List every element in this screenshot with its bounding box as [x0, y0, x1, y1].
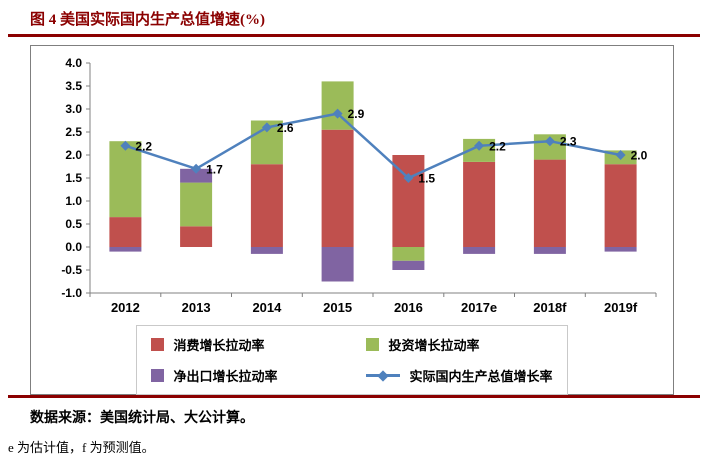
svg-text:2016: 2016 — [394, 300, 423, 315]
title-rule — [8, 34, 700, 37]
svg-text:2.9: 2.9 — [348, 107, 365, 121]
svg-text:0.0: 0.0 — [65, 240, 82, 254]
data-source-text: 数据来源：美国统计局、大公计算。 — [30, 411, 254, 426]
x-axis — [89, 292, 657, 297]
svg-text:2014: 2014 — [252, 300, 282, 315]
gdp-line-series — [120, 108, 626, 183]
svg-text:1.0: 1.0 — [65, 194, 82, 208]
figure-title: 图 4 美国实际国内生产总值增速(%) — [30, 12, 265, 28]
svg-text:2.6: 2.6 — [277, 121, 294, 135]
svg-text:1.5: 1.5 — [418, 172, 435, 186]
net-exports-swatch-icon — [151, 369, 165, 382]
legend-item-investment: 投资增长拉动率 — [366, 335, 552, 354]
footer-rule — [8, 395, 700, 398]
gdp-line-marker-icon — [366, 369, 401, 382]
svg-text:2.3: 2.3 — [560, 135, 577, 149]
svg-text:-1.0: -1.0 — [61, 286, 82, 300]
svg-text:4.0: 4.0 — [65, 56, 82, 70]
footnote-text: e 为估计值，f 为预测值。 — [8, 440, 155, 455]
y-tick-labels: -1.0 -0.5 0.0 0.5 1.0 1.5 2.0 2.5 3.0 3.5 4.0 — [61, 56, 82, 300]
svg-text:2013: 2013 — [182, 300, 211, 315]
consumption-swatch-icon — [151, 338, 165, 351]
chart-legend: 消费增长拉动率 投资增长拉动率 净出口增长拉动率 实际国内生产总值增长率 — [136, 325, 568, 395]
svg-text:1.7: 1.7 — [206, 162, 223, 176]
svg-text:1.5: 1.5 — [65, 171, 82, 185]
legend-label-investment: 投资增长拉动率 — [388, 338, 480, 353]
svg-text:2015: 2015 — [323, 300, 352, 315]
svg-text:2.0: 2.0 — [631, 149, 648, 163]
bar-series — [109, 81, 637, 282]
legend-item-net-exports: 净出口增长拉动率 — [151, 366, 366, 385]
svg-text:2.2: 2.2 — [489, 139, 506, 153]
gdp-line-diamond — [377, 369, 390, 382]
legend-item-consumption: 消费增长拉动率 — [151, 335, 366, 354]
svg-text:-0.5: -0.5 — [61, 263, 82, 277]
legend-label-gdp-line: 实际国内生产总值增长率 — [409, 369, 553, 384]
legend-label-consumption: 消费增长拉动率 — [173, 338, 265, 353]
y-axis — [86, 62, 91, 294]
svg-text:3.0: 3.0 — [65, 102, 82, 116]
chart-frame: -1.0 -0.5 0.0 0.5 1.0 1.5 2.0 2.5 3.0 3.5 4.0 2012 2… — [30, 45, 674, 395]
svg-text:2.0: 2.0 — [65, 148, 82, 162]
line-data-labels: 2.2 1.7 2.6 2.9 1.5 2.2 2.3 2.0 — [135, 107, 647, 185]
svg-text:2.2: 2.2 — [135, 139, 152, 153]
svg-text:0.5: 0.5 — [65, 217, 82, 231]
svg-text:2012: 2012 — [111, 300, 140, 315]
investment-swatch-icon — [366, 338, 380, 351]
legend-label-net-exports: 净出口增长拉动率 — [173, 369, 278, 384]
x-tick-labels: 2012 2013 2014 2015 2016 2017e 2018f 2019f — [111, 300, 638, 315]
legend-item-gdp-line: 实际国内生产总值增长率 — [366, 366, 553, 385]
svg-text:2.5: 2.5 — [65, 125, 82, 139]
svg-text:3.5: 3.5 — [65, 79, 82, 93]
svg-text:2017e: 2017e — [461, 300, 497, 315]
svg-text:2019f: 2019f — [604, 300, 638, 315]
svg-text:2018f: 2018f — [533, 300, 567, 315]
